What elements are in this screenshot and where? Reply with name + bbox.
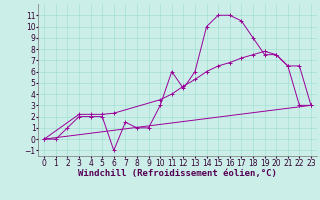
X-axis label: Windchill (Refroidissement éolien,°C): Windchill (Refroidissement éolien,°C) (78, 169, 277, 178)
